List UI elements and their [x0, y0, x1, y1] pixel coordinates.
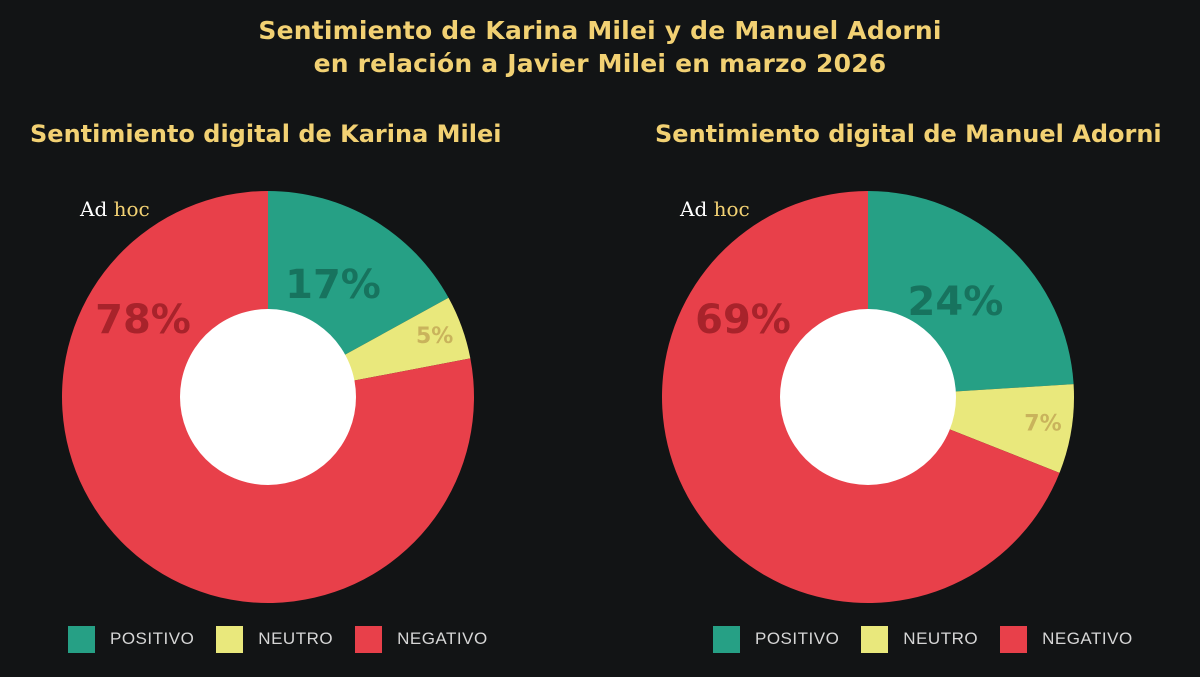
- legend-item-neutro: NEUTRO: [216, 625, 334, 653]
- legend-label-positivo: POSITIVO: [755, 629, 840, 648]
- donut-chart-karina: 17% 5% 78% Ad hoc: [62, 191, 475, 603]
- legend-item-neutro: NEUTRO: [861, 625, 979, 653]
- legend-swatch-positivo: [68, 625, 95, 653]
- data-label-positivo: 17%: [285, 262, 381, 308]
- legend-swatch-neutro: [216, 625, 244, 653]
- adhoc-logo: Ad hoc: [79, 197, 150, 221]
- legend-item-positivo: POSITIVO: [68, 625, 195, 653]
- legend-swatch-negativo: [1000, 625, 1028, 653]
- legend-swatch-neutro: [861, 625, 889, 653]
- data-label-neutro: 7%: [1024, 412, 1061, 437]
- legend-karina: POSITIVO NEUTRO NEGATIVO: [68, 624, 510, 654]
- chart-title-adorni: Sentimiento digital de Manuel Adorni: [655, 120, 1162, 148]
- legend-label-negativo: NEGATIVO: [397, 629, 488, 648]
- adhoc-logo: Ad hoc: [679, 197, 750, 221]
- legend-item-positivo: POSITIVO: [713, 625, 840, 653]
- legend-item-negativo: NEGATIVO: [355, 625, 488, 653]
- data-label-negativo: 78%: [95, 297, 191, 343]
- legend-adorni: POSITIVO NEUTRO NEGATIVO: [713, 624, 1155, 654]
- legend-swatch-positivo: [713, 625, 740, 653]
- data-label-neutro: 5%: [416, 324, 453, 349]
- data-label-negativo: 69%: [695, 297, 791, 343]
- donut-chart-adorni: 24% 7% 69% Ad hoc: [662, 190, 1074, 603]
- main-title-line-1: Sentimiento de Karina Milei y de Manuel …: [258, 16, 942, 45]
- donut-hole: [180, 309, 356, 485]
- main-title-line-2: en relación a Javier Milei en marzo 2026: [313, 49, 887, 78]
- legend-label-negativo: NEGATIVO: [1042, 629, 1133, 648]
- legend-label-neutro: NEUTRO: [903, 629, 979, 648]
- donut-hole: [780, 309, 956, 485]
- legend-label-neutro: NEUTRO: [258, 629, 334, 648]
- data-label-positivo: 24%: [908, 279, 1004, 325]
- main-title: Sentimiento de Karina Milei y de Manuel …: [0, 14, 1200, 80]
- chart-title-karina: Sentimiento digital de Karina Milei: [30, 120, 502, 148]
- legend-item-negativo: NEGATIVO: [1000, 625, 1133, 653]
- legend-swatch-negativo: [355, 625, 383, 653]
- legend-label-positivo: POSITIVO: [110, 629, 195, 648]
